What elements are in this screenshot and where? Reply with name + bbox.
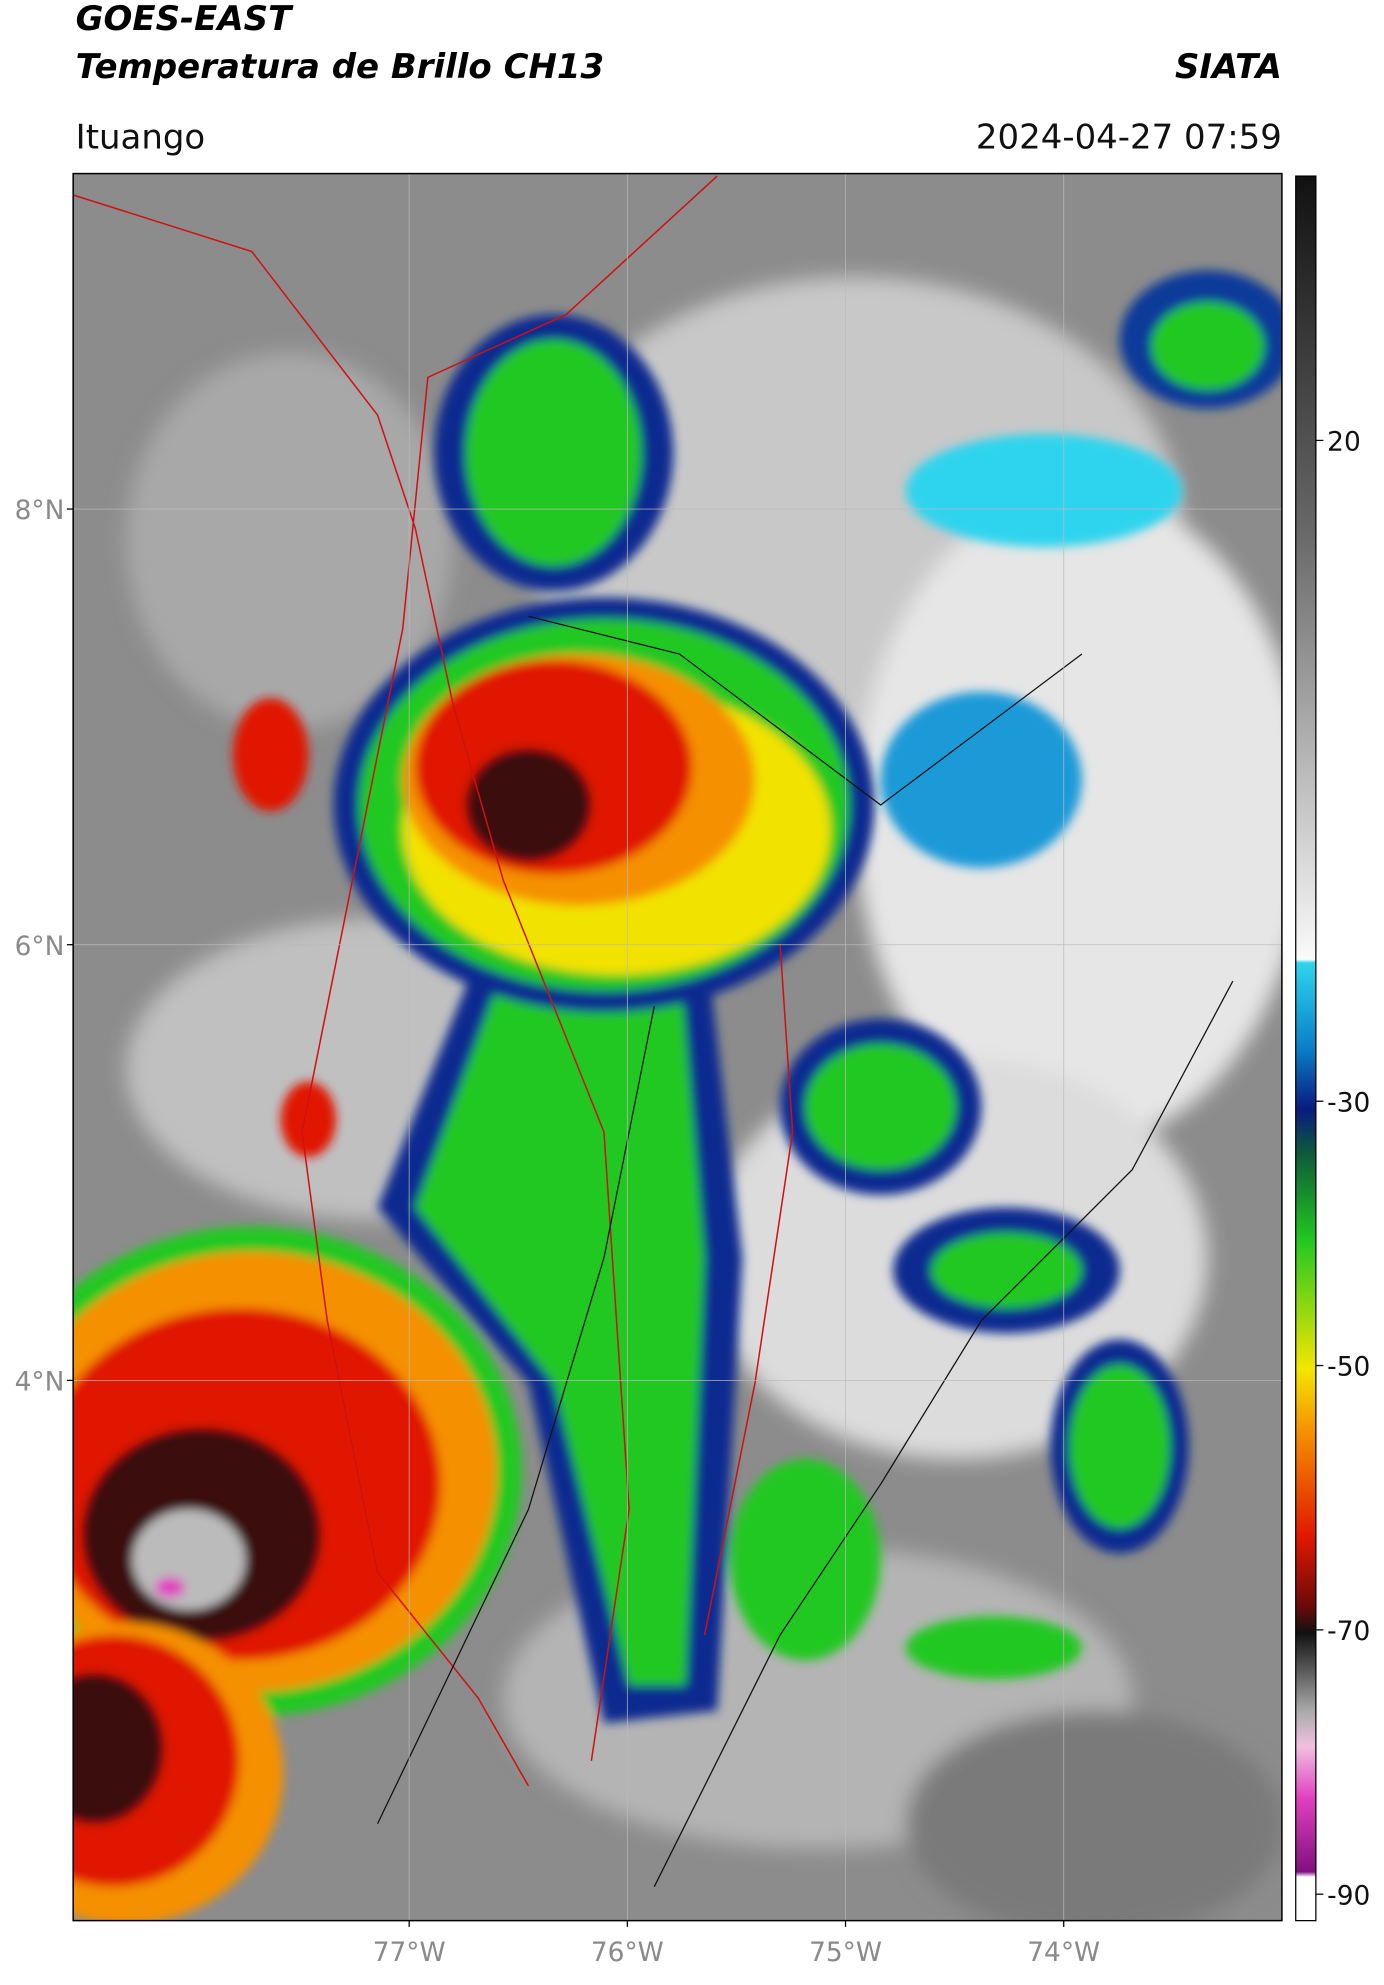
source: SIATA bbox=[1175, 47, 1282, 87]
title: GOES-EAST bbox=[76, 0, 294, 39]
lon-tick-label: 76°W bbox=[591, 1937, 664, 1968]
map-frame bbox=[72, 172, 1283, 1922]
lon-tick-label: 75°W bbox=[809, 1937, 882, 1968]
location: Ituango bbox=[76, 117, 206, 157]
colorbar-tick-label: -70 bbox=[1327, 1616, 1370, 1647]
lat-tick-label: 6°N bbox=[15, 931, 65, 962]
datetime: 2024-04-27 07:59 bbox=[976, 117, 1282, 157]
graticule bbox=[66, 173, 1282, 1927]
colorbar-tick-label: -50 bbox=[1327, 1352, 1370, 1383]
colorbar-tick-label: -30 bbox=[1327, 1087, 1370, 1118]
product: Temperatura de Brillo CH13 bbox=[76, 47, 604, 87]
colorbar bbox=[1295, 175, 1317, 1922]
lon-tick-label: 74°W bbox=[1027, 1937, 1100, 1968]
satellite-image bbox=[73, 173, 1282, 1921]
lon-tick-label: 77°W bbox=[373, 1937, 446, 1968]
colorbar-tick-label: -90 bbox=[1327, 1880, 1370, 1911]
lat-tick-label: 8°N bbox=[15, 495, 65, 526]
colorbar-tick-label: 20 bbox=[1327, 426, 1361, 457]
lat-tick-label: 4°N bbox=[15, 1366, 65, 1397]
